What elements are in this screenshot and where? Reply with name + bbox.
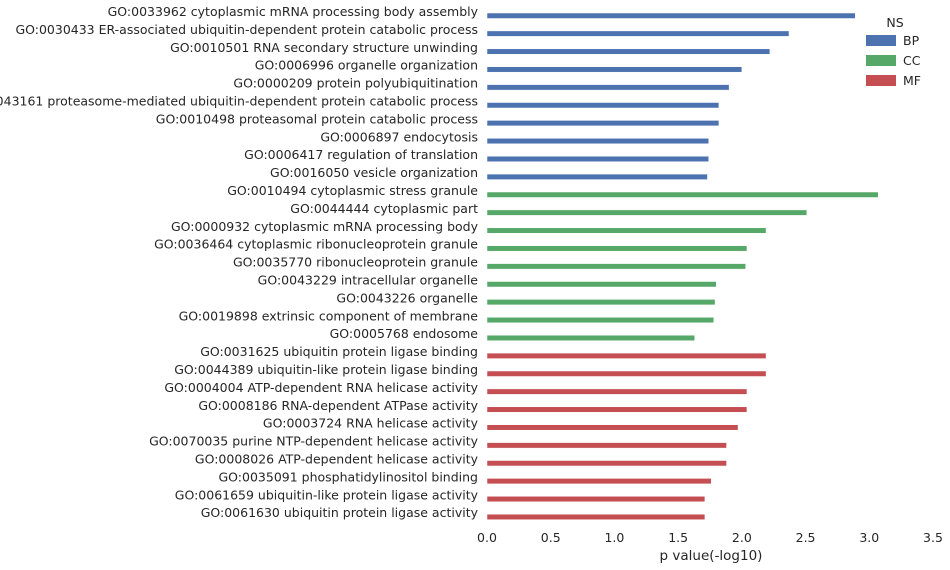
legend-swatch-mf [866, 75, 896, 86]
category-label-13: GO:0000932 cytoplasmic mRNA processing b… [171, 219, 479, 234]
bar-6 [486, 102, 720, 109]
bars-group [486, 12, 879, 520]
legend-label-cc: CC [903, 53, 921, 68]
category-label-23: GO:0008186 RNA-dependent ATPase activity [198, 398, 478, 413]
x-tick-label-6: 2.5 [796, 530, 816, 545]
x-tick-label-4: 1.5 [668, 530, 688, 545]
bar-25 [486, 442, 727, 449]
category-label-6: GO:0043161 proteasome-mediated ubiquitin… [0, 94, 478, 109]
bar-17 [486, 299, 716, 306]
bar-16 [486, 281, 717, 288]
bar-1 [486, 12, 856, 19]
category-label-9: GO:0006417 regulation of translation [244, 147, 478, 162]
bar-19 [486, 334, 695, 341]
x-axis-title: p value(-log10) [660, 548, 763, 564]
bar-18 [486, 317, 715, 324]
category-label-12: GO:0044444 cytoplasmic part [290, 201, 478, 216]
category-label-2: GO:0030433 ER-associated ubiquitin-depen… [15, 22, 478, 37]
bar-8 [486, 138, 709, 145]
category-label-15: GO:0035770 ribonucleoprotein granule [233, 255, 478, 270]
legend: NS BP CC MF [866, 15, 921, 88]
bar-15 [486, 263, 746, 270]
bar-9 [486, 155, 709, 162]
bar-21 [486, 370, 767, 377]
category-label-27: GO:0035091 phosphatidylinositol binding [219, 469, 479, 484]
bar-28 [486, 496, 706, 503]
bar-11 [486, 191, 879, 198]
bar-5 [486, 84, 730, 91]
category-label-19: GO:0005768 endosome [330, 326, 479, 341]
category-label-25: GO:0070035 purine NTP-dependent helicase… [149, 434, 479, 449]
x-tick-label-5: 2.0 [732, 530, 752, 545]
x-tick-label-7: 3.0 [859, 530, 879, 545]
category-label-5: GO:0000209 protein polyubiquitination [233, 76, 478, 91]
bar-22 [486, 388, 748, 395]
bar-24 [486, 424, 739, 431]
bar-12 [486, 209, 808, 216]
category-label-8: GO:0006897 endocytosis [320, 129, 478, 144]
legend-label-mf: MF [903, 73, 921, 88]
category-label-3: GO:0010501 RNA secondary structure unwin… [170, 40, 478, 55]
category-label-4: GO:0006996 organelle organization [255, 58, 478, 73]
bar-13 [486, 227, 767, 234]
category-labels-group: GO:0033962 cytoplasmic mRNA processing b… [0, 4, 479, 520]
x-tick-label-2: 0.5 [541, 530, 561, 545]
category-label-17: GO:0043226 organelle [336, 290, 478, 305]
category-label-22: GO:0004004 ATP-dependent RNA helicase ac… [164, 380, 478, 395]
bar-7 [486, 120, 720, 127]
category-label-7: GO:0010498 proteasomal protein catabolic… [156, 111, 478, 126]
bar-29 [486, 513, 706, 520]
category-label-16: GO:0043229 intracellular organelle [258, 273, 479, 288]
x-tick-labels-group: 0.0 0.5 1.0 1.5 2.0 2.5 3.0 3.5 [477, 530, 943, 545]
category-label-11: GO:0010494 cytoplasmic stress granule [227, 183, 478, 198]
x-tick-label-3: 1.0 [604, 530, 624, 545]
bar-10 [486, 173, 708, 180]
bar-2 [486, 30, 790, 37]
legend-swatch-bp [866, 35, 896, 46]
x-tick-label-1: 0.0 [477, 530, 497, 545]
category-label-28: GO:0061659 ubiquitin-like protein ligase… [175, 487, 479, 502]
bar-20 [486, 352, 767, 359]
bar-4 [486, 66, 743, 73]
bar-27 [486, 478, 712, 485]
category-label-26: GO:0008026 ATP-dependent helicase activi… [195, 452, 479, 467]
legend-label-bp: BP [903, 33, 920, 48]
category-label-18: GO:0019898 extrinsic component of membra… [179, 308, 479, 323]
category-label-1: GO:0033962 cytoplasmic mRNA processing b… [108, 4, 479, 19]
bar-3 [486, 48, 771, 55]
category-label-29: GO:0061630 ubiquitin protein ligase acti… [201, 505, 479, 520]
category-label-14: GO:0036464 cytoplasmic ribonucleoprotein… [154, 237, 478, 252]
category-label-21: GO:0044389 ubiquitin-like protein ligase… [174, 362, 478, 377]
category-label-20: GO:0031625 ubiquitin protein ligase bind… [200, 344, 478, 359]
bar-14 [486, 245, 748, 252]
bar-26 [486, 460, 727, 467]
bar-23 [486, 406, 748, 413]
category-label-24: GO:0003724 RNA helicase activity [263, 416, 479, 431]
x-tick-label-8: 3.5 [923, 530, 943, 545]
category-label-10: GO:0016050 vesicle organization [270, 165, 478, 180]
legend-swatch-cc [866, 55, 896, 66]
legend-title: NS [886, 15, 903, 30]
